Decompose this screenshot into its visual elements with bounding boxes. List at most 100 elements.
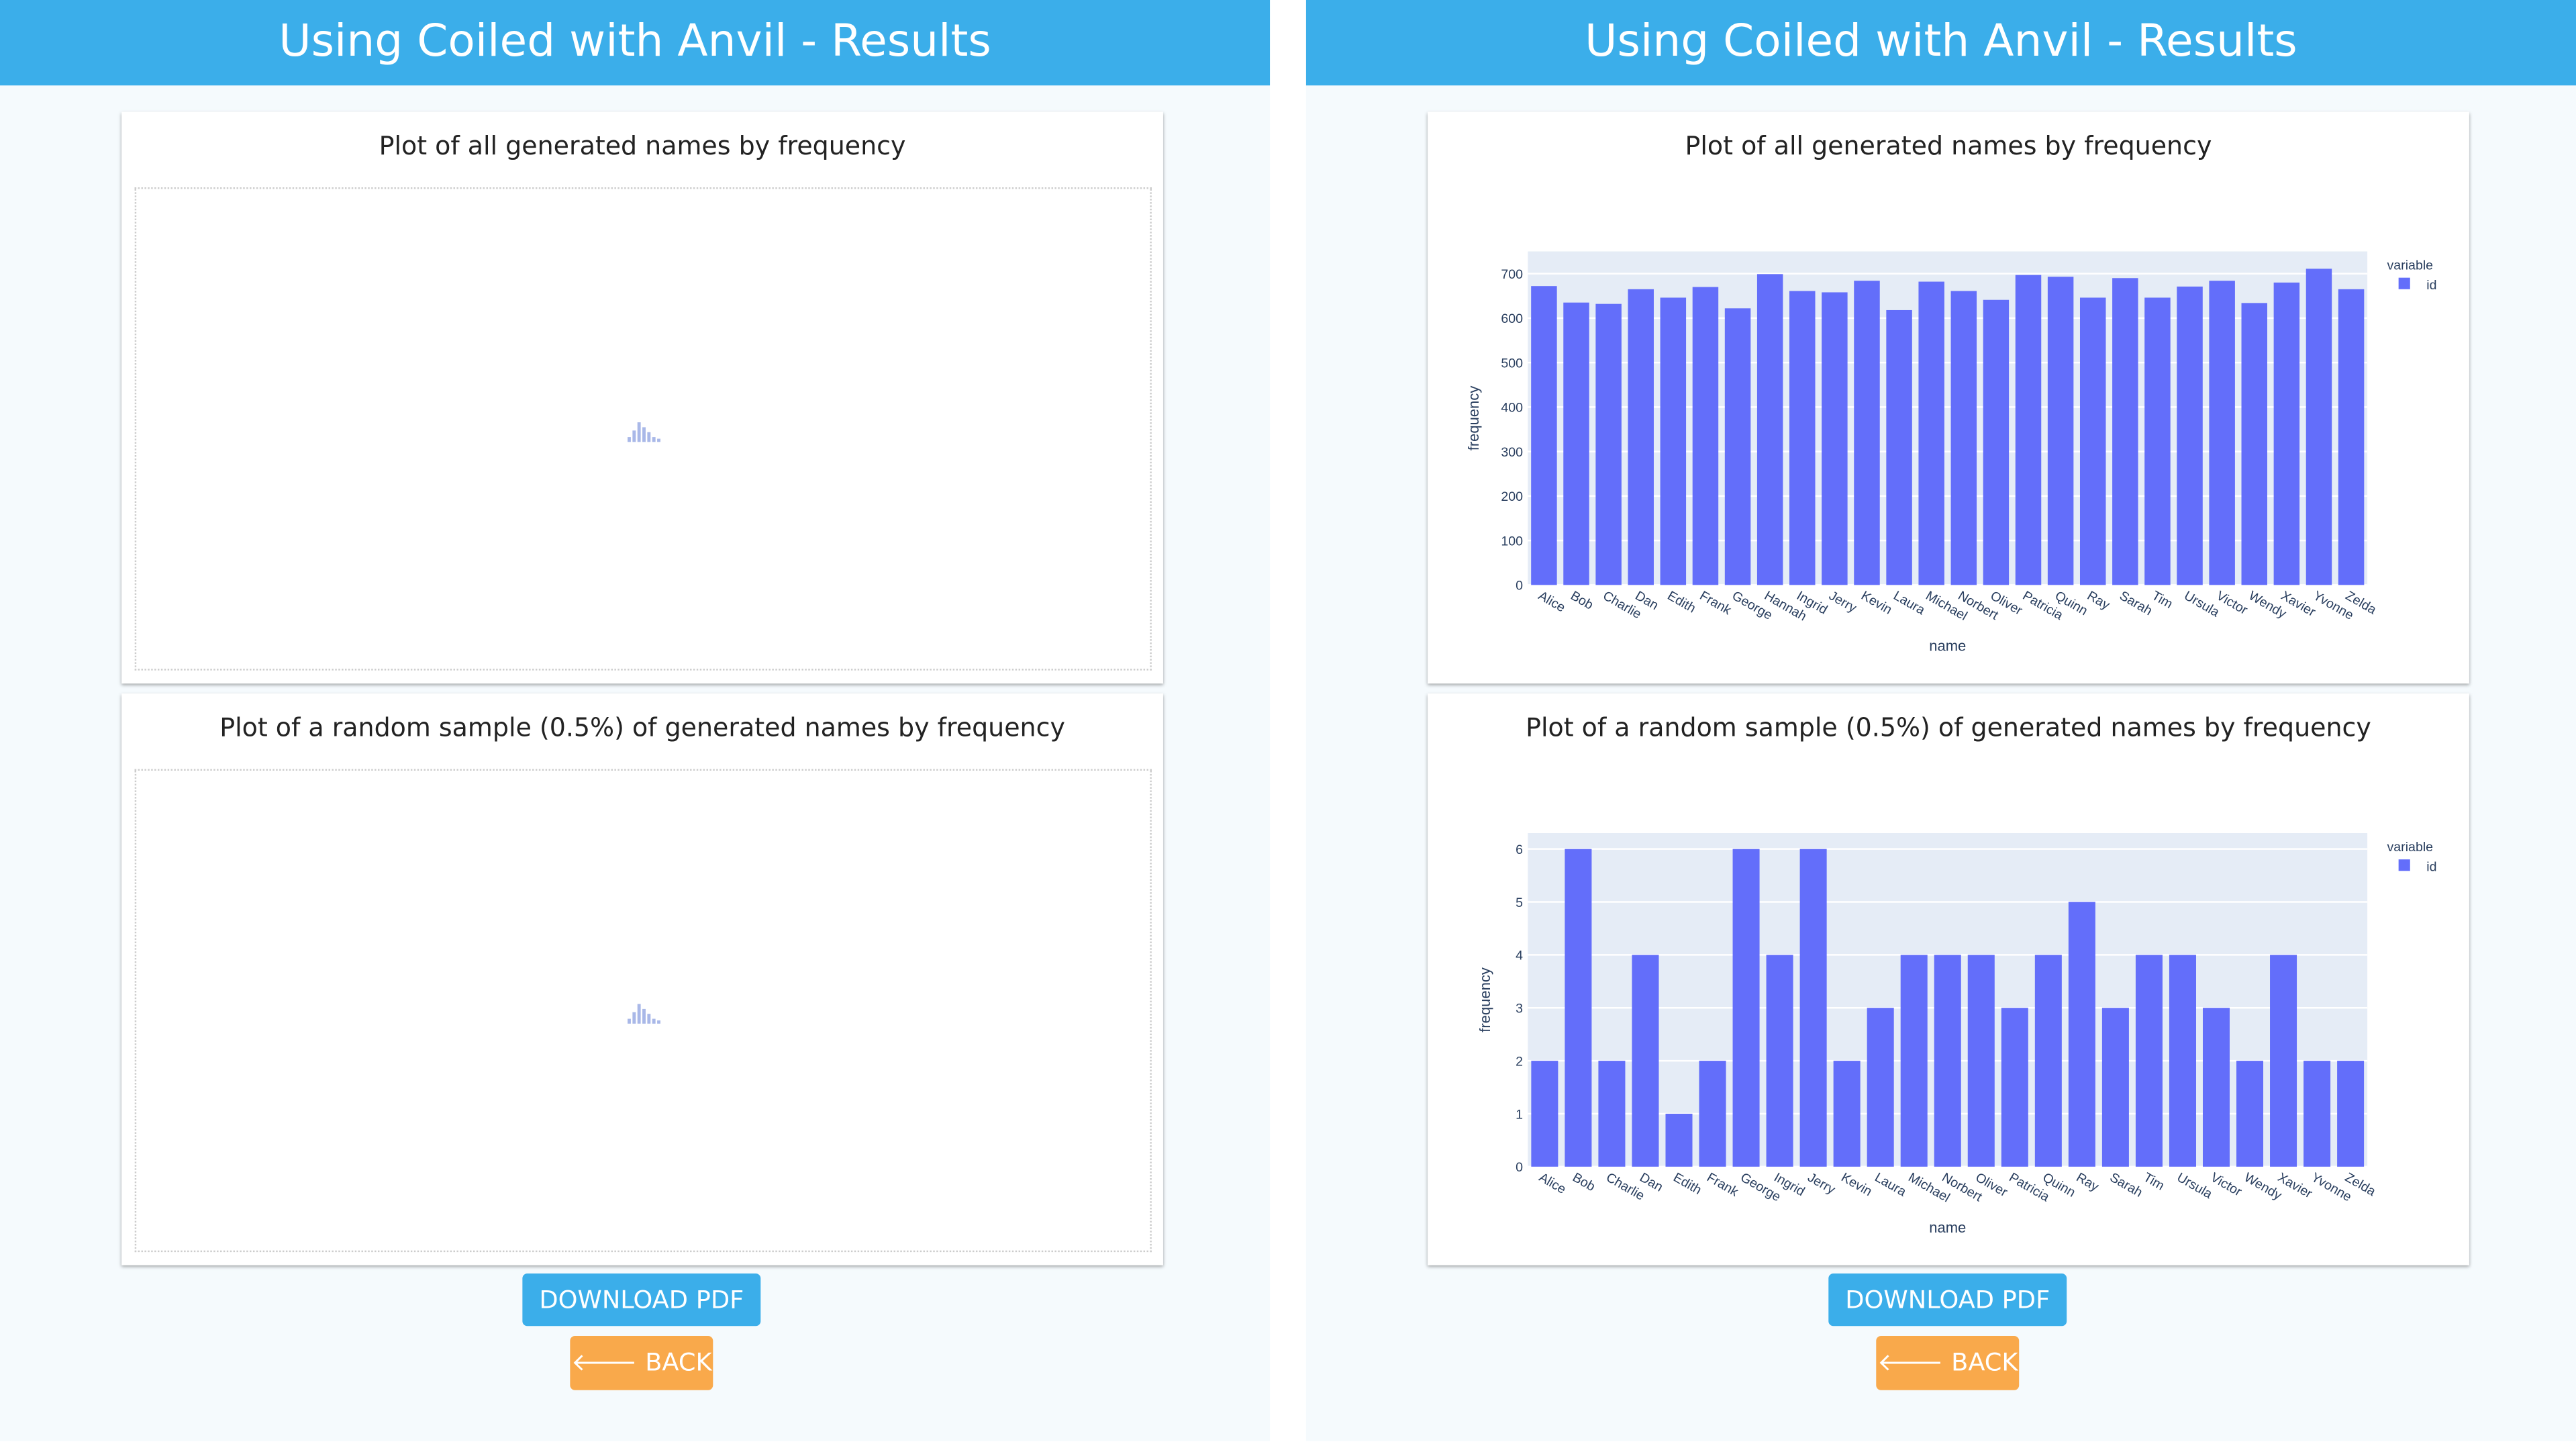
y-tick-label: 4 <box>1516 949 1523 963</box>
x-tick-label: Kevin <box>1859 588 1894 618</box>
bar-norbert <box>1934 955 1961 1167</box>
bar-victor <box>2202 1008 2230 1167</box>
bar-ursula <box>2169 955 2196 1167</box>
x-tick-label: Laura <box>1891 588 1927 618</box>
x-tick-label: Edith <box>1671 1170 1704 1198</box>
x-tick-label: Alice <box>1536 588 1568 615</box>
card-title: Plot of a random sample (0.5%) of genera… <box>1526 713 2371 743</box>
x-tick-label: Victor <box>2208 1170 2244 1200</box>
sample-names-card: Plot of a random sample (0.5%) of genera… <box>121 693 1163 1265</box>
bar-michael <box>1918 281 1944 585</box>
bar-bob <box>1565 849 1592 1167</box>
x-tick-label: Kevin <box>1838 1170 1874 1200</box>
bar-wendy <box>2236 1061 2264 1167</box>
bar-alice <box>1531 286 1557 585</box>
bar-jerry <box>1822 292 1848 585</box>
card-title: Plot of all generated names by frequency <box>379 131 906 161</box>
x-tick-label: Jerry <box>1826 588 1859 616</box>
y-tick-label: 500 <box>1501 356 1523 371</box>
y-tick-label: 300 <box>1501 445 1523 460</box>
bar-patricia <box>2015 275 2042 585</box>
bar-sarah <box>2101 1008 2129 1167</box>
bar-laura <box>1886 309 1912 585</box>
bar-ingrid <box>1789 291 1816 585</box>
back-button[interactable]: 🡐 BACK <box>1876 1335 2020 1390</box>
bar-charlie <box>1598 1061 1626 1167</box>
x-tick-label: Wendy <box>2242 1170 2285 1203</box>
download-pdf-button[interactable]: DOWNLOAD PDF <box>522 1273 761 1327</box>
bar-michael <box>1900 955 1928 1167</box>
y-tick-label: 100 <box>1501 534 1523 548</box>
bar-tim <box>2135 955 2163 1167</box>
y-tick-label: 400 <box>1501 401 1523 416</box>
bar-norbert <box>1950 291 1977 585</box>
bar-charlie <box>1595 303 1622 585</box>
plot-placeholder <box>134 187 1152 671</box>
bar-kevin <box>1833 1061 1861 1167</box>
bar-jerry <box>1799 849 1827 1167</box>
bar-zelda <box>2338 289 2365 585</box>
card-title: Plot of a random sample (0.5%) of genera… <box>219 713 1065 743</box>
x-tick-label: Jerry <box>1805 1170 1838 1198</box>
legend-title: variable <box>2387 840 2434 855</box>
y-axis-title: frequency <box>1465 386 1482 451</box>
y-tick-label: 600 <box>1501 311 1523 326</box>
bar-george <box>1732 849 1760 1167</box>
page-header: Using Coiled with Anvil - Results <box>1305 0 2576 86</box>
bar-dan <box>1632 955 1659 1167</box>
y-tick-label: 2 <box>1516 1054 1523 1069</box>
x-tick-label: Bob <box>1570 1170 1597 1195</box>
bar-kevin <box>1854 281 1880 585</box>
x-tick-label: Sarah <box>2117 588 2154 618</box>
x-tick-label: Alice <box>1536 1170 1569 1197</box>
x-tick-label: Ursula <box>2175 1170 2215 1202</box>
y-tick-label: 700 <box>1501 267 1523 282</box>
bar-frank <box>1692 287 1719 585</box>
legend-title: variable <box>2387 258 2434 273</box>
bar-wendy <box>2241 303 2268 585</box>
bar-chart-loading-icon <box>626 1004 660 1024</box>
bar-victor <box>2209 281 2235 585</box>
x-tick-label: Bob <box>1568 588 1595 613</box>
x-tick-label: Frank <box>1704 1170 1741 1200</box>
arrow-left-icon: 🡐 <box>1877 1347 1944 1378</box>
bar-yvonne <box>2306 269 2332 585</box>
download-pdf-button[interactable]: DOWNLOAD PDF <box>1828 1273 2067 1327</box>
x-axis-title: name <box>1929 637 1966 654</box>
bar-sarah <box>2112 278 2138 585</box>
bar-alice <box>1531 1061 1558 1167</box>
bar-oliver <box>1983 299 2010 585</box>
y-tick-label: 0 <box>1516 1160 1523 1175</box>
x-tick-label: Xavier <box>2275 1170 2315 1202</box>
bar-xavier <box>2270 955 2297 1167</box>
back-button[interactable]: 🡐 BACK <box>570 1335 713 1390</box>
results-panel-loaded: Using Coiled with Anvil - Results Plot o… <box>1305 0 2576 1441</box>
results-panel-loading: Using Coiled with Anvil - Results Plot o… <box>0 0 1271 1441</box>
legend-label: id <box>2426 278 2436 293</box>
y-tick-label: 0 <box>1516 579 1523 593</box>
bar-oliver <box>1967 955 1995 1167</box>
y-tick-label: 5 <box>1516 896 1523 910</box>
bar-quinn <box>2034 955 2062 1167</box>
bar-bob <box>1563 302 1589 585</box>
all-names-card: Plot of all generated names by frequency… <box>1428 111 2469 684</box>
y-tick-label: 6 <box>1516 843 1523 857</box>
x-tick-label: Sarah <box>2108 1170 2145 1200</box>
y-tick-label: 3 <box>1516 1002 1523 1016</box>
plot-placeholder <box>134 769 1152 1253</box>
y-tick-label: 200 <box>1501 489 1523 504</box>
bar-ingrid <box>1766 955 1793 1167</box>
x-tick-label: Frank <box>1697 588 1734 618</box>
sample-names-card: Plot of a random sample (0.5%) of genera… <box>1428 693 2469 1265</box>
legend-label: id <box>2426 859 2436 874</box>
x-axis-title: name <box>1929 1219 1966 1236</box>
bar-xavier <box>2273 282 2300 585</box>
y-axis-title: frequency <box>1477 967 1493 1032</box>
x-tick-label: Ray <box>2074 1170 2101 1195</box>
x-tick-label: Ray <box>2085 588 2112 613</box>
page-header: Using Coiled with Anvil - Results <box>0 0 1271 86</box>
x-tick-label: Tim <box>2141 1170 2167 1194</box>
bar-laura <box>1867 1008 1894 1167</box>
